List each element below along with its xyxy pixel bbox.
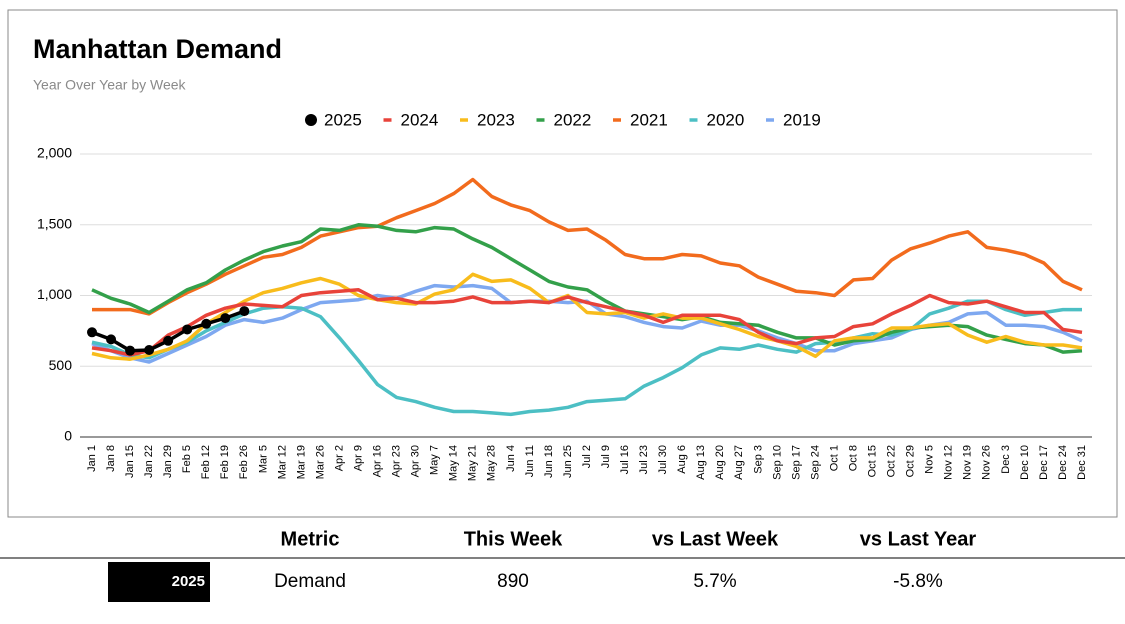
table-header: Metric	[281, 528, 340, 550]
x-tick-label: Oct 15	[866, 445, 878, 477]
x-tick-label: Dec 10	[1019, 445, 1031, 480]
chart-title: Manhattan Demand	[33, 34, 282, 64]
x-tick-label: Mar 12	[276, 445, 288, 479]
table-header: vs Last Year	[860, 528, 977, 550]
x-tick-label: Jan 22	[143, 445, 155, 478]
x-tick-label: Apr 9	[352, 445, 364, 471]
legend-label: 2023	[477, 110, 515, 129]
x-tick-label: Dec 24	[1057, 445, 1069, 480]
x-tick-label: May 21	[467, 445, 479, 481]
x-tick-label: Oct 29	[905, 445, 917, 477]
x-tick-label: Mar 19	[295, 445, 307, 479]
x-tick-label: Jul 16	[619, 445, 631, 474]
chart-subtitle: Year Over Year by Week	[33, 77, 187, 93]
series-marker	[220, 313, 231, 324]
year-badge	[108, 562, 210, 602]
y-tick-label: 500	[49, 357, 73, 373]
table-cell: 890	[497, 571, 529, 592]
x-tick-label: Feb 26	[238, 445, 250, 479]
series-line	[91, 272, 1083, 361]
x-tick-label: Mar 26	[314, 445, 326, 479]
x-tick-label: Apr 23	[391, 445, 403, 477]
x-tick-label: Jun 18	[543, 445, 555, 478]
table-header: This Week	[464, 528, 563, 550]
x-tick-label: Apr 16	[371, 445, 383, 477]
x-tick-label: Apr 2	[333, 445, 345, 471]
legend-label: 2022	[554, 110, 592, 129]
x-tick-label: Oct 22	[886, 445, 898, 477]
x-tick-label: Sep 3	[752, 445, 764, 474]
table-cell: 5.7%	[693, 571, 736, 592]
x-tick-label: Nov 19	[962, 445, 974, 480]
y-tick-label: 1,000	[37, 286, 72, 302]
x-tick-label: Jan 29	[162, 445, 174, 478]
x-tick-label: Nov 12	[943, 445, 955, 480]
series-marker	[182, 324, 193, 335]
x-tick-label: Nov 26	[981, 445, 993, 480]
table-cell: Demand	[274, 571, 346, 592]
x-tick-label: Dec 31	[1076, 445, 1088, 480]
x-tick-label: Aug 6	[676, 445, 688, 474]
x-tick-label: Sep 17	[790, 445, 802, 480]
legend-label: 2025	[324, 110, 362, 129]
x-tick-label: May 28	[486, 445, 498, 481]
y-tick-label: 0	[64, 428, 72, 444]
x-tick-label: Jul 23	[638, 445, 650, 474]
x-tick-label: Mar 5	[257, 445, 269, 473]
x-tick-label: Jul 30	[657, 445, 669, 474]
table-header: vs Last Week	[652, 528, 779, 550]
x-tick-label: Aug 27	[733, 445, 745, 480]
legend-label: 2021	[630, 110, 668, 129]
y-tick-label: 1,500	[37, 215, 72, 231]
table-year: 2025	[172, 573, 205, 590]
x-tick-label: Aug 20	[714, 445, 726, 480]
x-tick-label: Jan 15	[124, 445, 136, 478]
series-line	[91, 288, 1083, 357]
x-tick-label: Jan 8	[105, 445, 117, 472]
series-marker	[125, 345, 136, 356]
series-line	[91, 299, 1082, 417]
x-tick-label: Oct 8	[847, 445, 859, 471]
x-tick-label: Oct 1	[828, 445, 840, 471]
x-tick-label: Sep 10	[771, 445, 783, 480]
x-tick-label: Jul 9	[600, 445, 612, 468]
x-tick-label: Feb 5	[181, 445, 193, 473]
legend-label: 2020	[707, 110, 745, 129]
series-marker	[106, 334, 117, 345]
x-tick-label: Aug 13	[695, 445, 707, 480]
x-tick-label: Dec 17	[1038, 445, 1050, 480]
series-marker	[239, 306, 250, 317]
x-tick-label: Sep 24	[809, 445, 821, 480]
legend-label: 2024	[401, 110, 439, 129]
x-tick-label: Feb 12	[200, 445, 212, 479]
x-tick-label: Nov 5	[924, 445, 936, 474]
legend-swatch	[305, 114, 317, 126]
x-tick-label: Feb 19	[219, 445, 231, 479]
x-tick-label: May 7	[429, 445, 441, 475]
chart-frame	[7, 9, 1118, 518]
series-line	[92, 177, 1083, 316]
x-tick-label: Dec 3	[1000, 445, 1012, 474]
x-tick-label: Jul 2	[581, 445, 593, 468]
x-tick-label: Jun 11	[524, 445, 536, 477]
legend-label: 2019	[783, 110, 821, 129]
table-cell: -5.8%	[893, 571, 943, 592]
x-tick-label: May 14	[448, 445, 460, 481]
x-tick-label: Jun 25	[562, 445, 574, 478]
x-tick-label: Jun 4	[505, 445, 517, 472]
series-marker	[163, 335, 174, 346]
series-marker	[201, 318, 212, 329]
series-marker	[144, 344, 155, 355]
y-tick-label: 2,000	[37, 145, 72, 161]
x-tick-label: Apr 30	[410, 445, 422, 477]
x-tick-label: Jan 1	[86, 445, 98, 472]
series-marker	[87, 327, 97, 338]
